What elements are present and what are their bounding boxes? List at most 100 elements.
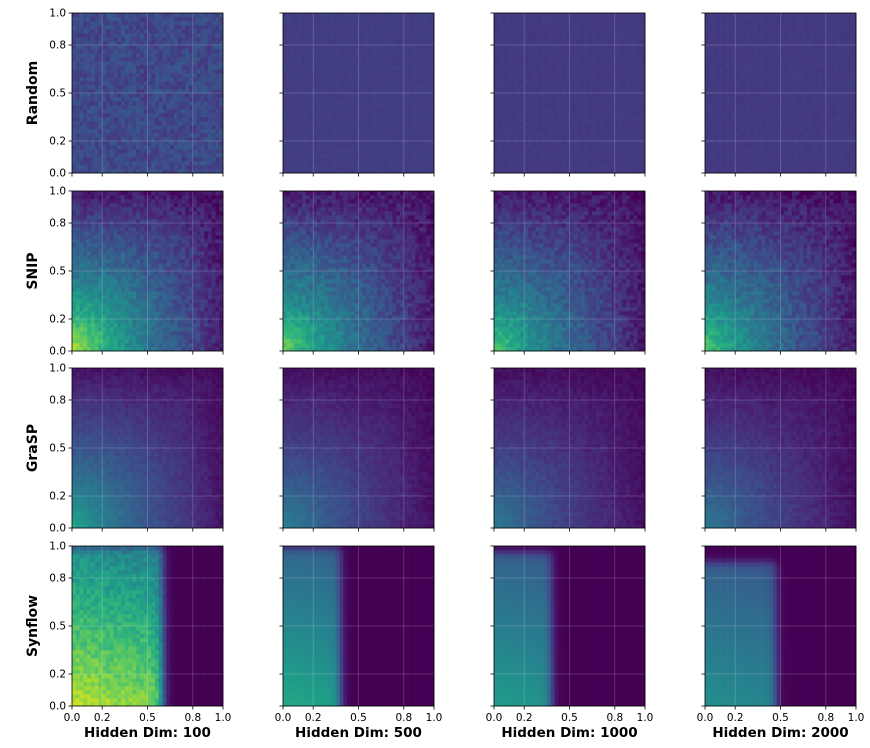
heatmap-cell xyxy=(174,149,178,153)
heatmap-cell xyxy=(151,125,155,129)
heatmap-cell xyxy=(110,153,114,157)
heatmap-cell xyxy=(148,109,152,113)
heatmap-cell xyxy=(181,29,185,33)
heatmap-cell xyxy=(181,109,185,113)
heatmap-cell xyxy=(117,13,121,17)
heatmap-cell xyxy=(193,157,197,161)
heatmap-cell xyxy=(170,29,174,33)
heatmap-cell xyxy=(151,73,155,77)
heatmap-cell xyxy=(117,105,121,109)
heatmap-cell xyxy=(193,133,197,137)
heatmap-cell xyxy=(174,121,178,125)
heatmap-cell xyxy=(83,117,87,121)
heatmap-cell xyxy=(102,25,106,29)
heatmap-cell xyxy=(159,65,163,69)
heatmap-cell xyxy=(151,61,155,65)
heatmap-cell xyxy=(148,37,152,41)
heatmap-cell xyxy=(76,81,80,85)
heatmap-cell xyxy=(148,105,152,109)
heatmap-cell xyxy=(114,129,118,133)
heatmap-cell xyxy=(76,113,80,117)
heatmap-cell xyxy=(163,161,167,165)
heatmap-cell xyxy=(178,73,182,77)
heatmap-cell xyxy=(83,53,87,57)
heatmap-cell xyxy=(148,125,152,129)
heatmap-cell xyxy=(166,149,170,153)
heatmap-cell xyxy=(170,13,174,17)
heatmap-cell xyxy=(129,45,133,49)
heatmap-cell xyxy=(76,109,80,113)
heatmap-cell xyxy=(193,97,197,101)
heatmap-cell xyxy=(178,145,182,149)
heatmap-cell xyxy=(102,101,106,105)
heatmap-cell xyxy=(132,37,136,41)
heatmap-cell xyxy=(193,153,197,157)
heatmap-cell xyxy=(76,37,80,41)
heatmap-cell xyxy=(83,77,87,81)
heatmap-cell xyxy=(76,93,80,97)
heatmap-cell xyxy=(110,113,114,117)
heatmap-cell xyxy=(72,37,76,41)
heatmap-cell xyxy=(91,25,95,29)
heatmap-cell xyxy=(129,149,133,153)
heatmap-cell xyxy=(72,61,76,65)
heatmap-cell xyxy=(163,165,167,169)
heatmap-cell xyxy=(87,21,91,25)
heatmap-cell xyxy=(125,65,129,69)
heatmap-cell xyxy=(83,37,87,41)
heatmap-cell xyxy=(132,53,136,57)
heatmap-cell xyxy=(80,25,84,29)
heatmap-cell xyxy=(159,17,163,21)
heatmap-cell xyxy=(181,61,185,65)
heatmap-cell xyxy=(148,73,152,77)
heatmap-cell xyxy=(87,165,91,169)
heatmap-cell xyxy=(181,21,185,25)
heatmap-cell xyxy=(155,101,159,105)
heatmap-cell xyxy=(155,17,159,21)
heatmap-cell xyxy=(121,141,125,145)
heatmap-cell xyxy=(132,97,136,101)
heatmap-cell xyxy=(136,161,140,165)
heatmap-cell xyxy=(148,97,152,101)
heatmap-cell xyxy=(87,61,91,65)
heatmap-cell xyxy=(83,129,87,133)
heatmap-cell xyxy=(166,61,170,65)
heatmap-cell xyxy=(80,33,84,37)
heatmap-cell xyxy=(87,121,91,125)
heatmap-cell xyxy=(151,29,155,33)
heatmap-cell xyxy=(72,109,76,113)
heatmap-cell xyxy=(159,165,163,169)
heatmap-cell xyxy=(106,129,110,133)
heatmap-cell xyxy=(106,117,110,121)
heatmap-cell xyxy=(155,13,159,17)
heatmap-cell xyxy=(110,25,114,29)
heatmap-cell xyxy=(132,109,136,113)
heatmap-cell xyxy=(193,109,197,113)
heatmap-cell xyxy=(163,157,167,161)
heatmap-cell xyxy=(76,21,80,25)
heatmap-cell xyxy=(166,49,170,53)
heatmap-cell xyxy=(72,33,76,37)
heatmap-cell xyxy=(91,125,95,129)
heatmap-cell xyxy=(110,29,114,33)
heatmap-cell xyxy=(155,49,159,53)
heatmap-cell xyxy=(106,113,110,117)
heatmap-cell xyxy=(155,77,159,81)
heatmap-cell xyxy=(174,109,178,113)
heatmap-cell xyxy=(117,101,121,105)
heatmap-cell xyxy=(193,37,197,41)
heatmap-cell xyxy=(102,13,106,17)
heatmap-cell xyxy=(117,85,121,89)
heatmap-cell xyxy=(117,93,121,97)
heatmap-cell xyxy=(95,121,99,125)
heatmap-cell xyxy=(159,153,163,157)
heatmap-cell xyxy=(148,25,152,29)
heatmap-cell xyxy=(87,93,91,97)
heatmap-cell xyxy=(121,105,125,109)
heatmap-cell xyxy=(170,113,174,117)
heatmap-cell xyxy=(174,85,178,89)
heatmap-cell xyxy=(125,109,129,113)
heatmap-cell xyxy=(181,141,185,145)
heatmap-cell xyxy=(148,153,152,157)
heatmap-cell xyxy=(181,53,185,57)
